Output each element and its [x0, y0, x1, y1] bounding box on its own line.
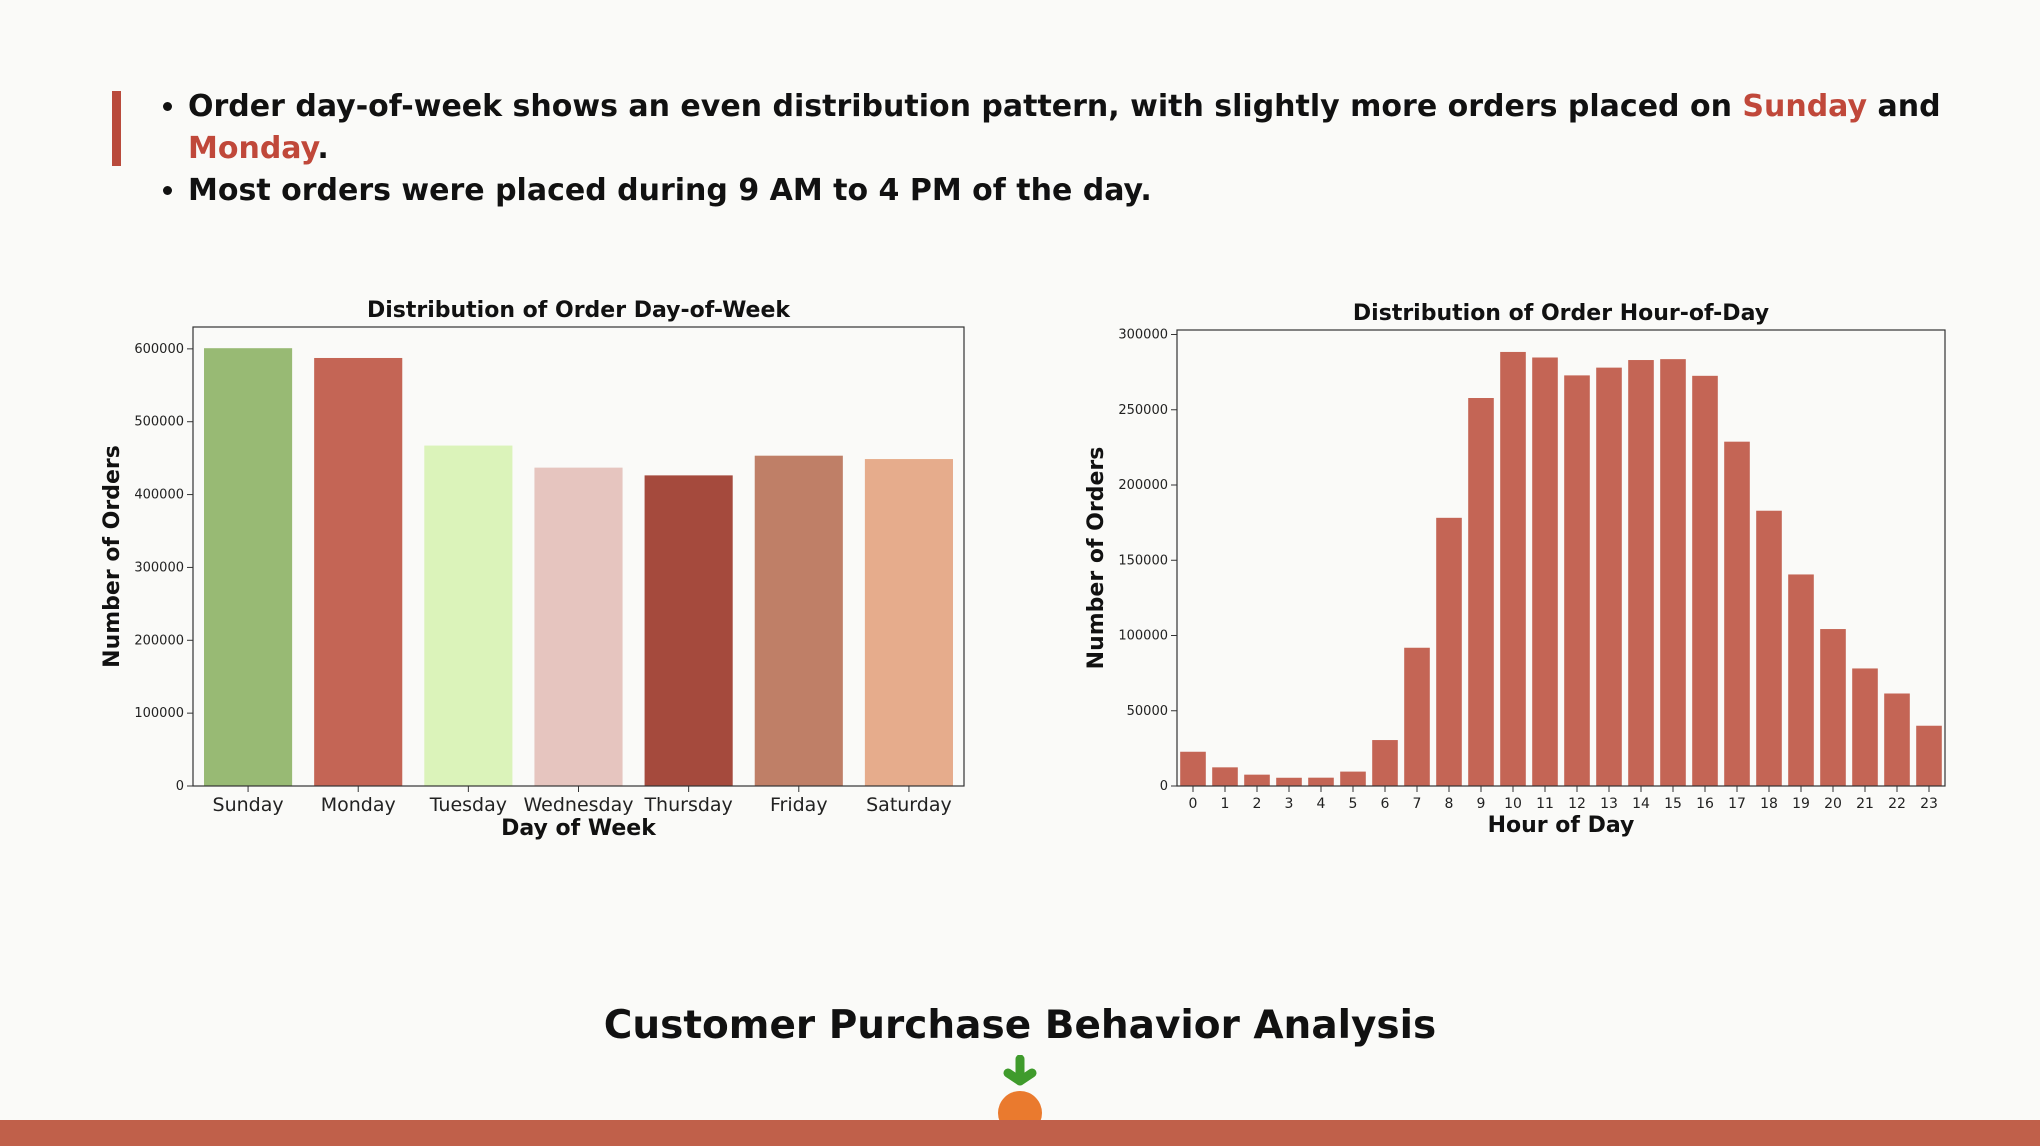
- bar-1: [1212, 767, 1238, 786]
- y-tick-label: 600000: [134, 342, 184, 357]
- bar-9: [1468, 398, 1494, 786]
- bar-7: [1404, 647, 1430, 786]
- y-tick-label: 200000: [1118, 478, 1168, 493]
- chart-day-of-week: Distribution of Order Day-of-Week 0 100000…: [100, 298, 965, 841]
- x-tick-label: 3: [1285, 796, 1294, 812]
- chart-title: Distribution of Order Hour-of-Day: [1353, 301, 1769, 326]
- bar-sunday: [204, 348, 293, 786]
- x-tick-label: 16: [1696, 796, 1714, 812]
- y-axis-label: Number of Orders: [1084, 447, 1109, 670]
- y-tick-label: 50000: [1127, 704, 1168, 719]
- bar-19: [1788, 574, 1814, 786]
- x-tick-label: 10: [1504, 796, 1522, 812]
- y-tick-label: 0: [176, 779, 184, 794]
- highlight-sunday: Sunday: [1742, 89, 1868, 124]
- y-tick-label: 150000: [1118, 553, 1168, 568]
- carrot-logo-icon: [998, 1055, 1042, 1125]
- x-tick-label: 15: [1664, 796, 1682, 812]
- x-tick-label: Thursday: [643, 794, 732, 816]
- x-tick-label: 13: [1600, 796, 1618, 812]
- y-tick-label: 200000: [134, 633, 184, 648]
- x-tick-label: 12: [1568, 796, 1586, 812]
- bar-thursday: [644, 475, 733, 786]
- bar-22: [1884, 693, 1910, 786]
- y-tick-label: 400000: [134, 488, 184, 503]
- bar-6: [1372, 740, 1398, 786]
- x-tick-label: 20: [1824, 796, 1842, 812]
- bar-17: [1724, 441, 1750, 786]
- insight-bullets: Order day-of-week shows an even distribu…: [150, 86, 2040, 212]
- bar-14: [1628, 360, 1654, 786]
- bar-20: [1820, 629, 1846, 786]
- y-tick-label: 300000: [1118, 328, 1168, 343]
- x-tick-label: 5: [1349, 796, 1358, 812]
- y-tick-label: 100000: [134, 706, 184, 721]
- x-tick-label: 6: [1381, 796, 1390, 812]
- x-tick-label: 18: [1760, 796, 1778, 812]
- bar-tuesday: [424, 445, 513, 786]
- x-tick-label: 11: [1536, 796, 1554, 812]
- bar-18: [1756, 510, 1782, 786]
- bullet-1-end: .: [317, 131, 329, 166]
- bar-5: [1340, 771, 1366, 786]
- bullet-item-2: Most orders were placed during 9 AM to 4…: [188, 170, 2040, 212]
- y-tick-label: 300000: [134, 560, 184, 575]
- bar-10: [1500, 351, 1526, 786]
- x-tick-label: Tuesday: [429, 794, 507, 816]
- accent-bar: [112, 91, 121, 166]
- bullet-item-1: Order day-of-week shows an even distribu…: [188, 86, 2040, 170]
- footer-title: Customer Purchase Behavior Analysis: [603, 1003, 1437, 1048]
- bar-8: [1436, 517, 1462, 786]
- x-tick-label: Sunday: [213, 794, 284, 816]
- bar-11: [1532, 357, 1558, 786]
- y-tick-label: 500000: [134, 415, 184, 430]
- x-tick-label: Monday: [321, 794, 396, 816]
- x-tick-label: 19: [1792, 796, 1810, 812]
- x-tick-label: 23: [1920, 796, 1938, 812]
- x-tick-label: 9: [1477, 796, 1486, 812]
- plot-frame: [1176, 329, 1946, 787]
- bar-3: [1276, 777, 1302, 786]
- y-tick-label: 250000: [1118, 403, 1168, 418]
- bullet-1-text: Order day-of-week shows an even distribu…: [188, 89, 1743, 124]
- x-tick-label: 7: [1413, 796, 1422, 812]
- bar-4: [1308, 777, 1334, 786]
- chart-title: Distribution of Order Day-of-Week: [367, 298, 791, 323]
- x-tick-label: 22: [1888, 796, 1906, 812]
- x-axis-label: Day of Week: [501, 816, 657, 841]
- x-tick-label: 2: [1253, 796, 1262, 812]
- bar-0: [1180, 751, 1206, 786]
- x-tick-label: 14: [1632, 796, 1650, 812]
- x-tick-label: 1: [1221, 796, 1230, 812]
- x-axis-label: Hour of Day: [1488, 813, 1635, 838]
- bar-2: [1244, 774, 1270, 786]
- bullet-1-mid: and: [1867, 89, 1941, 124]
- highlight-monday: Monday: [188, 131, 318, 166]
- bottom-bar: [0, 1120, 2040, 1146]
- x-tick-label: Wednesday: [523, 794, 633, 816]
- x-tick-label: 0: [1189, 796, 1198, 812]
- x-tick-label: 17: [1728, 796, 1746, 812]
- bar-monday: [314, 357, 403, 786]
- x-tick-label: 8: [1445, 796, 1454, 812]
- y-tick-label: 100000: [1118, 629, 1168, 644]
- bar-16: [1692, 375, 1718, 786]
- plot-frame: [192, 326, 965, 787]
- bar-friday: [754, 455, 843, 786]
- y-axis-label: Number of Orders: [100, 445, 125, 668]
- y-tick-label: 0: [1160, 779, 1168, 794]
- chart-hour-of-day: Distribution of Order Hour-of-Day 0 50000 1…: [1084, 301, 1946, 838]
- x-tick-label: Saturday: [866, 794, 952, 816]
- bar-saturday: [864, 459, 953, 786]
- bar-15: [1660, 359, 1686, 786]
- x-tick-label: 4: [1317, 796, 1326, 812]
- bar-23: [1916, 725, 1942, 786]
- bar-12: [1564, 375, 1590, 786]
- x-tick-label: 21: [1856, 796, 1874, 812]
- x-tick-label: Friday: [770, 794, 828, 816]
- bar-wednesday: [534, 467, 623, 786]
- bar-21: [1852, 668, 1878, 786]
- bar-13: [1596, 367, 1622, 786]
